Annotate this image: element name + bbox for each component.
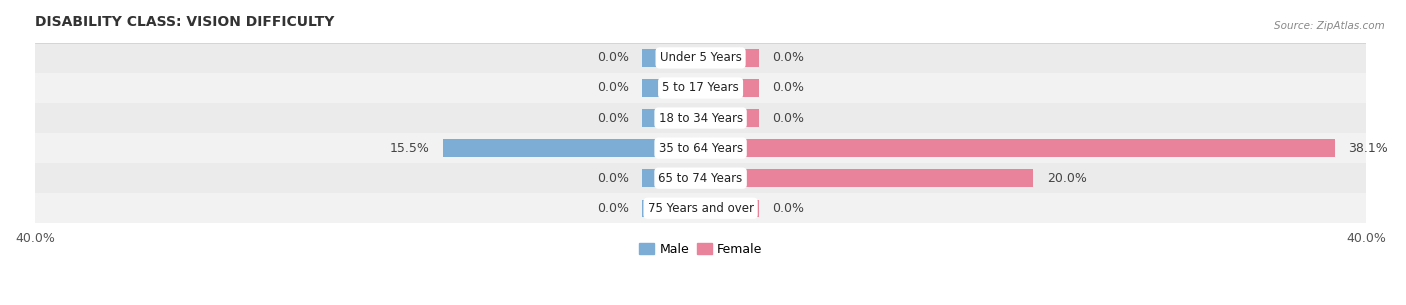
Text: 5 to 17 Years: 5 to 17 Years bbox=[662, 81, 740, 95]
Legend: Male, Female: Male, Female bbox=[634, 238, 766, 261]
Bar bbox=[700, 49, 759, 67]
Bar bbox=[643, 79, 700, 97]
Text: 0.0%: 0.0% bbox=[772, 52, 804, 64]
Bar bbox=[643, 109, 700, 127]
Text: 15.5%: 15.5% bbox=[389, 142, 429, 155]
Text: 75 Years and over: 75 Years and over bbox=[648, 202, 754, 215]
Text: 0.0%: 0.0% bbox=[598, 52, 628, 64]
Bar bbox=[700, 79, 759, 97]
Bar bbox=[700, 170, 1033, 187]
Bar bbox=[443, 139, 700, 157]
Bar bbox=[643, 170, 700, 187]
Text: 18 to 34 Years: 18 to 34 Years bbox=[658, 112, 742, 124]
Text: DISABILITY CLASS: VISION DIFFICULTY: DISABILITY CLASS: VISION DIFFICULTY bbox=[35, 15, 335, 29]
Bar bbox=[35, 163, 1367, 193]
Bar bbox=[35, 43, 1367, 73]
Text: 0.0%: 0.0% bbox=[598, 172, 628, 185]
Text: 0.0%: 0.0% bbox=[772, 202, 804, 215]
Text: 38.1%: 38.1% bbox=[1348, 142, 1388, 155]
Bar bbox=[700, 199, 759, 217]
Bar bbox=[643, 199, 700, 217]
Text: 0.0%: 0.0% bbox=[598, 81, 628, 95]
Bar bbox=[35, 133, 1367, 163]
Bar bbox=[700, 139, 1334, 157]
Text: 0.0%: 0.0% bbox=[772, 112, 804, 124]
Bar bbox=[700, 109, 759, 127]
Text: 20.0%: 20.0% bbox=[1046, 172, 1087, 185]
Text: 35 to 64 Years: 35 to 64 Years bbox=[658, 142, 742, 155]
Bar bbox=[35, 73, 1367, 103]
Bar bbox=[643, 49, 700, 67]
Text: 0.0%: 0.0% bbox=[772, 81, 804, 95]
Text: 65 to 74 Years: 65 to 74 Years bbox=[658, 172, 742, 185]
Text: 0.0%: 0.0% bbox=[598, 112, 628, 124]
Text: Source: ZipAtlas.com: Source: ZipAtlas.com bbox=[1274, 21, 1385, 31]
Bar bbox=[35, 193, 1367, 223]
Text: Under 5 Years: Under 5 Years bbox=[659, 52, 741, 64]
Text: 0.0%: 0.0% bbox=[598, 202, 628, 215]
Bar bbox=[35, 103, 1367, 133]
